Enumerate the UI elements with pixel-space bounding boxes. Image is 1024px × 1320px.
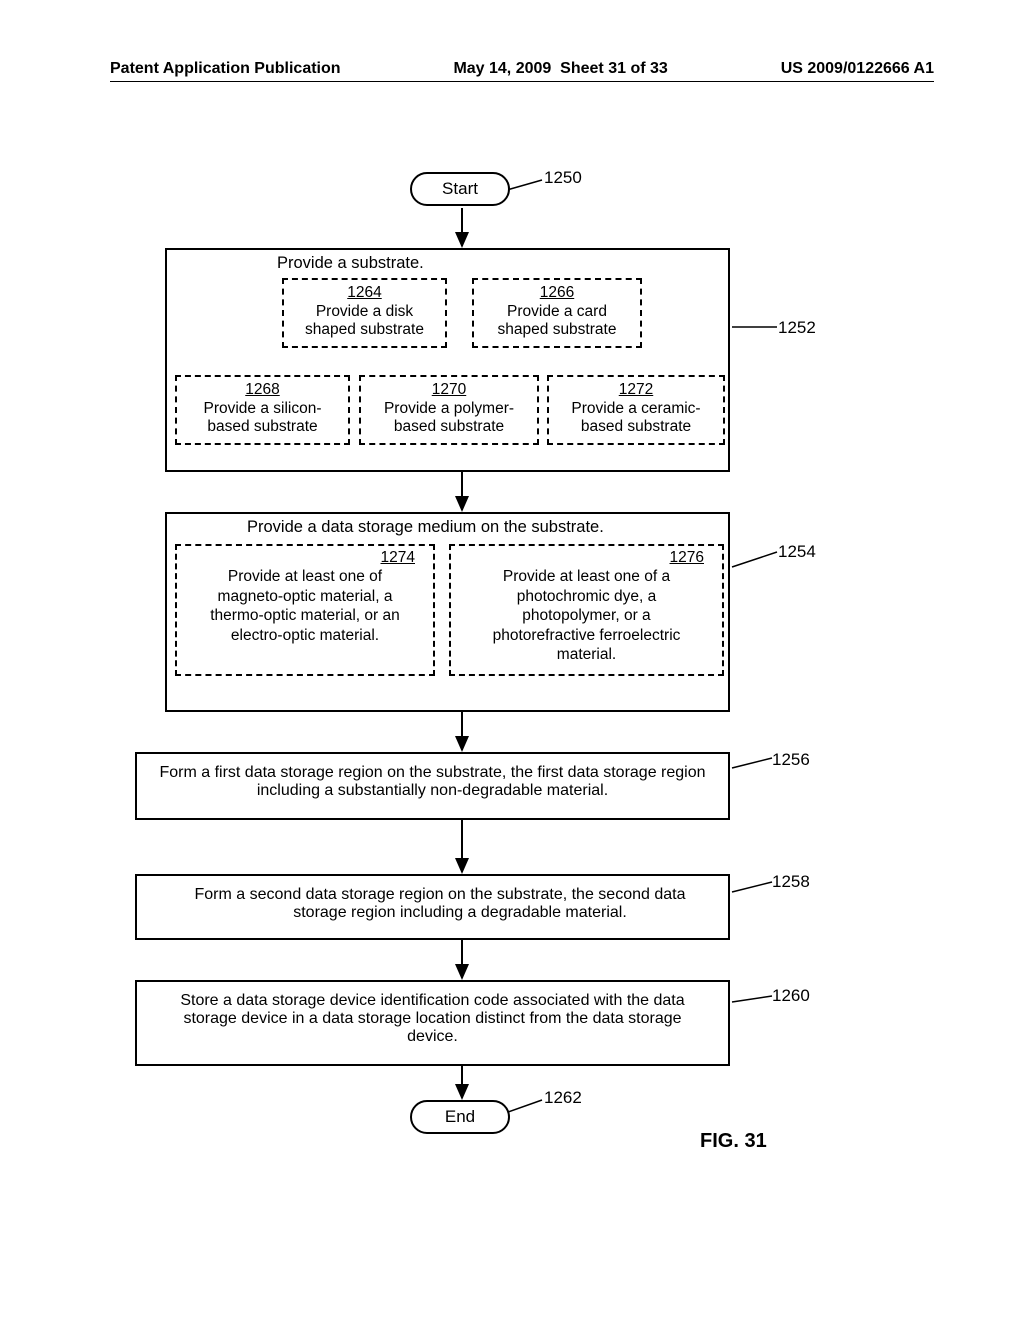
sub-1276-content: 1276 Provide at least one of aphotochrom… (455, 548, 718, 664)
sub-1266: 1266 Provide a cardshaped substrate (472, 278, 642, 348)
ref-1250: 1250 (544, 168, 582, 188)
block2-headline: Provide a data storage medium on the sub… (247, 518, 604, 537)
start-terminator: Start (410, 172, 510, 206)
block-second-region: Form a second data storage region on the… (135, 874, 730, 940)
sub-1268-num: 1268 (183, 381, 342, 400)
sub-1266-num: 1266 (480, 284, 634, 303)
sub-1272: 1272 Provide a ceramic-based substrate (547, 375, 725, 445)
block-provide-medium: Provide a data storage medium on the sub… (165, 512, 730, 712)
sub-1270: 1270 Provide a polymer-based substrate (359, 375, 539, 445)
ref-1262: 1262 (544, 1088, 582, 1108)
block5-text: Store a data storage device identificati… (180, 992, 684, 1045)
block1-headline: Provide a substrate. (277, 254, 424, 273)
header-right: US 2009/0122666 A1 (781, 60, 934, 78)
block-store-id: Store a data storage device identificati… (135, 980, 730, 1066)
sub-1264-text: Provide a diskshaped substrate (305, 303, 424, 339)
ref-1258: 1258 (772, 872, 810, 892)
end-terminator: End (410, 1100, 510, 1134)
sub-1270-text: Provide a polymer-based substrate (384, 400, 514, 436)
header-center: May 14, 2009 Sheet 31 of 33 (453, 60, 667, 78)
sub-1264-num: 1264 (290, 284, 439, 303)
sub-1270-num: 1270 (367, 381, 531, 400)
page-header: Patent Application Publication May 14, 2… (110, 60, 934, 82)
sub-1266-text: Provide a cardshaped substrate (498, 303, 617, 339)
sub-1264: 1264 Provide a diskshaped substrate (282, 278, 447, 348)
ref-1260: 1260 (772, 986, 810, 1006)
block-first-region: Form a first data storage region on the … (135, 752, 730, 820)
figure-label: FIG. 31 (700, 1130, 767, 1153)
sub-1272-num: 1272 (555, 381, 717, 400)
sub-1268-text: Provide a silicon-based substrate (203, 400, 321, 436)
block4-text: Form a second data storage region on the… (195, 886, 686, 921)
sub-1268: 1268 Provide a silicon-based substrate (175, 375, 350, 445)
ref-1256: 1256 (772, 750, 810, 770)
ref-1252: 1252 (778, 318, 816, 338)
ref-1254: 1254 (778, 542, 816, 562)
block-provide-substrate: Provide a substrate. 1264 Provide a disk… (165, 248, 730, 472)
flowchart: Start 1250 Provide a substrate. 1264 Pro… (110, 172, 934, 1172)
sub-1272-text: Provide a ceramic-based substrate (571, 400, 700, 436)
header-left: Patent Application Publication (110, 60, 341, 78)
sub-1274-content: 1274 Provide at least one ofmagneto-opti… (181, 548, 429, 645)
block3-text: Form a first data storage region on the … (159, 764, 705, 799)
